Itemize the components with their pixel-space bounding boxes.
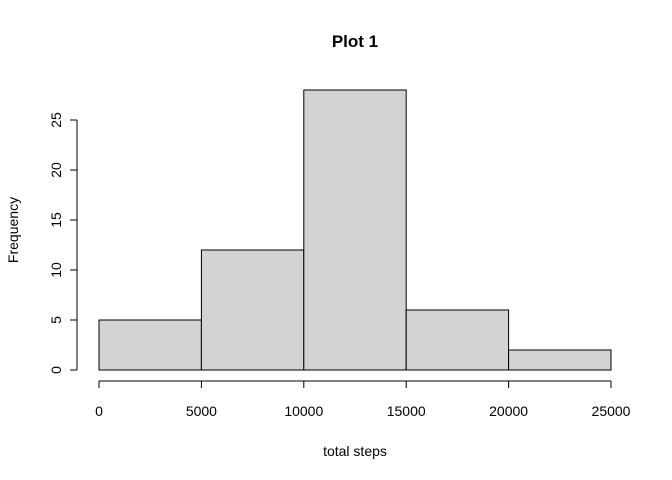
histogram-bar-2	[200, 249, 305, 371]
x-tick-label: 15000	[387, 403, 426, 419]
x-tick-label: 10000	[284, 403, 323, 419]
y-axis-label: Frequency	[5, 197, 21, 263]
x-tick-label: 5000	[186, 403, 217, 419]
histogram-bar-5	[508, 349, 612, 371]
histogram-bar-1	[98, 319, 202, 371]
x-tick-label: 25000	[592, 403, 631, 419]
y-tick-label: 0	[48, 366, 64, 374]
y-tick-label: 10	[48, 262, 64, 278]
chart-title: Plot 1	[332, 32, 378, 51]
y-tick-label: 15	[48, 212, 64, 228]
x-tick-label: 20000	[489, 403, 528, 419]
x-tick-label: 0	[95, 403, 103, 419]
y-tick-label: 20	[48, 162, 64, 178]
y-tick-label: 5	[48, 316, 64, 324]
x-axis-label: total steps	[323, 443, 387, 459]
histogram-bar-4	[405, 309, 510, 371]
bars-layer	[98, 89, 612, 371]
histogram-bar-3	[303, 89, 407, 371]
y-tick-label: 25	[48, 112, 64, 128]
y-axis: 0 5 10 15 20 25	[48, 112, 78, 374]
x-axis: 0 5000 10000 15000 20000 25000	[95, 380, 631, 419]
